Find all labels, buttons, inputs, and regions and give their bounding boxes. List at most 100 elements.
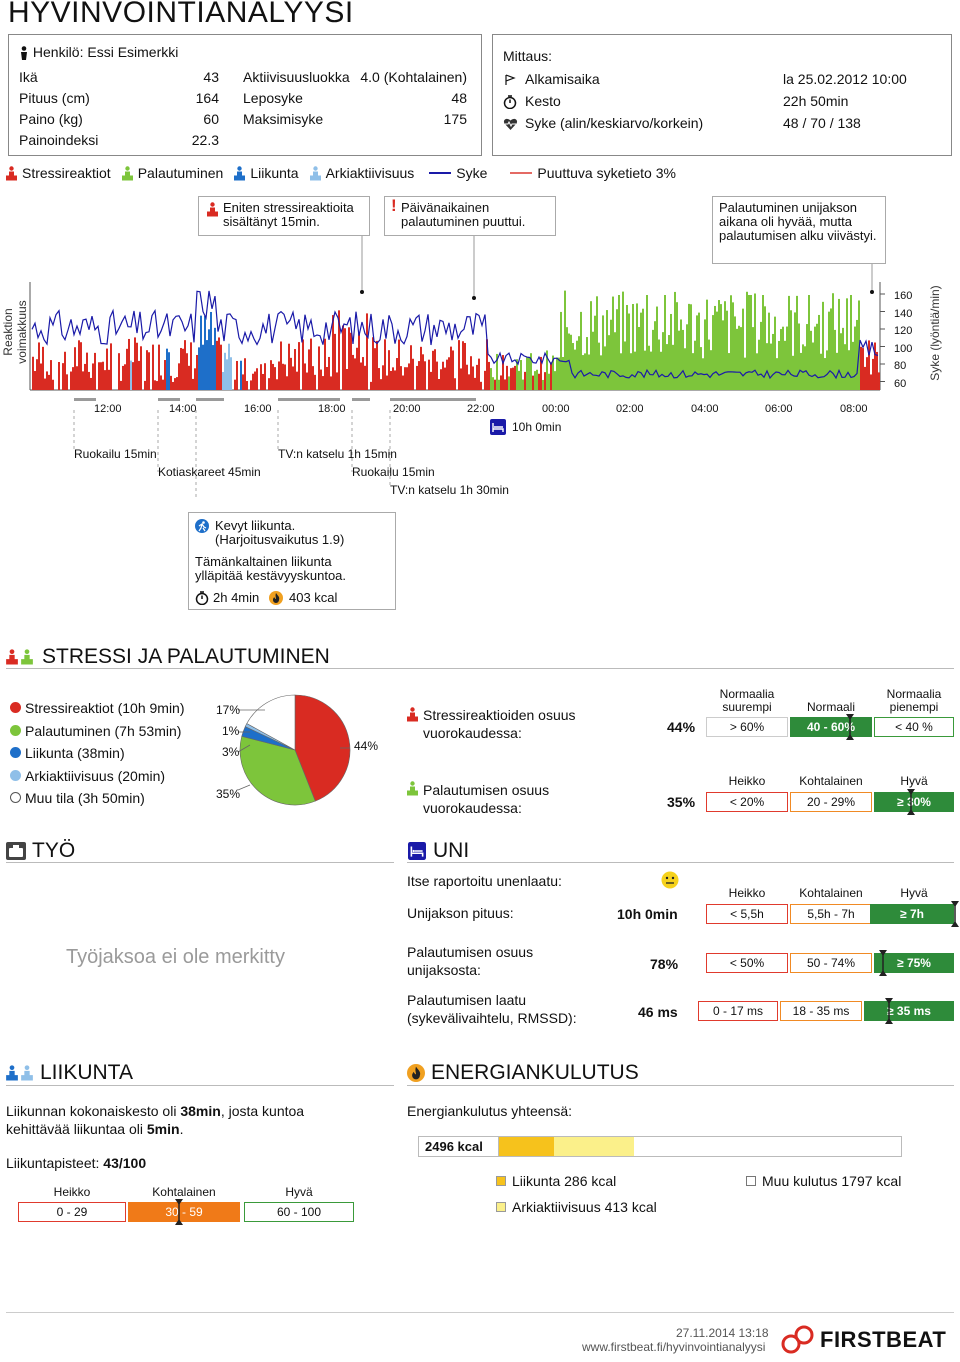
chart-bar <box>50 360 52 390</box>
chart-bar <box>660 351 662 390</box>
activity-detail-box: Kevyt liikunta. (Harjoitusvaikutus 1.9) … <box>188 512 396 610</box>
chart-bar <box>752 327 754 390</box>
chart-bar <box>608 335 610 390</box>
chart-bar <box>760 321 762 390</box>
scale-cell: < 5,5h <box>706 904 788 924</box>
chart-bar <box>558 357 560 390</box>
tick-label: 160 <box>894 290 913 302</box>
chart-bar <box>692 353 694 390</box>
chart-bar <box>498 379 500 390</box>
chart-bar <box>394 370 396 390</box>
chart-bar <box>260 364 262 390</box>
chart-bar <box>716 311 718 390</box>
chart-bar <box>638 327 640 390</box>
chart-bar <box>846 298 848 390</box>
value-marker-icon <box>885 998 893 1024</box>
chart-bar <box>796 295 798 390</box>
briefcase-icon <box>6 842 26 860</box>
exercise-figure-icon <box>6 1065 18 1081</box>
chart-bar <box>566 327 568 390</box>
chart-bar <box>512 367 514 390</box>
chart-bar <box>584 353 586 390</box>
chart-bar <box>830 308 832 390</box>
chart-bar <box>292 366 294 390</box>
pie-slice-stress <box>294 694 351 802</box>
chart-bar <box>160 375 162 390</box>
exercise-section-header: LIIKUNTA <box>6 1061 133 1085</box>
chart-bar <box>366 313 368 390</box>
chart-bar <box>406 367 408 390</box>
chart-bar <box>740 327 742 390</box>
event-bar <box>74 398 96 401</box>
chart-bar <box>794 312 796 390</box>
chart-bar <box>696 315 698 390</box>
stat-row: Paino (kg) 60 <box>19 111 219 127</box>
work-section-header: TYÖ <box>6 839 75 863</box>
chart-bar <box>564 290 566 390</box>
scale-cell: ≥ 7h <box>870 904 954 924</box>
stopwatch-icon <box>503 90 525 112</box>
chart-bar <box>808 295 810 390</box>
recovery-figure-icon <box>21 649 33 665</box>
chart-bar <box>384 339 386 390</box>
scale-cell: 0 - 29 <box>18 1202 126 1222</box>
x-tick: 04:00 <box>691 403 719 415</box>
chart-bar <box>774 316 776 390</box>
chart-bar <box>538 373 540 390</box>
energy-total-label: Energiankulutus yhteensä: <box>407 1103 572 1119</box>
chart-bar <box>338 310 340 390</box>
measurement-heading: Mittaus: <box>503 48 553 64</box>
chart-bar <box>432 350 434 390</box>
chart-bar <box>582 355 584 390</box>
chart-bar <box>872 358 874 390</box>
chart-bar <box>334 333 336 390</box>
chart-bar <box>226 359 228 390</box>
chart-bar <box>100 362 102 390</box>
chart-bar <box>278 361 280 390</box>
footer-url[interactable]: www.firstbeat.fi/hyvinvointianalyysi <box>582 1340 766 1354</box>
chart-bar <box>666 344 668 390</box>
stress-figure-icon <box>407 707 418 722</box>
chart-bar <box>182 348 184 390</box>
chart-bar <box>306 372 308 390</box>
chart-bar <box>326 366 328 390</box>
chart-bar <box>598 342 600 390</box>
chart-bar <box>834 329 836 390</box>
chart-bar <box>228 343 230 390</box>
chart-bar <box>188 365 190 390</box>
divider <box>6 1085 394 1086</box>
chart-bar <box>264 363 266 390</box>
running-icon <box>195 519 209 533</box>
scale-cell: 40 - 60% <box>790 717 872 737</box>
chart-bar <box>544 372 546 390</box>
chart-bar <box>402 375 404 390</box>
chart-bar <box>310 338 312 390</box>
chart-bar <box>816 323 818 390</box>
chart-bar <box>192 378 194 390</box>
chart-bar <box>832 293 834 390</box>
value-marker-icon <box>175 1199 183 1225</box>
chart-bar <box>636 303 638 390</box>
scale-cell: > 60% <box>706 717 788 737</box>
chart-bar <box>836 352 838 390</box>
firstbeat-logo: FIRSTBEAT <box>780 1322 946 1358</box>
chart-bar <box>320 369 322 390</box>
event-label: Ruokailu 15min <box>352 465 435 479</box>
recovery-share-value: 35% <box>667 794 696 810</box>
chart-bar <box>144 380 146 390</box>
chart-bar <box>506 365 508 390</box>
chart-bar <box>458 340 460 390</box>
event-label: TV:n katselu 1h 30min <box>390 483 509 497</box>
scale-cell: ≥ 30% <box>874 792 954 812</box>
heart-rate-line <box>31 290 879 380</box>
x-tick: 22:00 <box>467 403 495 415</box>
chart-bar <box>398 339 400 390</box>
divider <box>6 668 954 669</box>
chart-bar <box>178 363 180 390</box>
chart-bar <box>614 332 616 390</box>
warning-icon: ! <box>391 196 397 215</box>
chart-bar <box>828 311 830 390</box>
callout-sleep-recovery: Palautuminen unijakson aikana oli hyvää,… <box>712 196 886 264</box>
bed-icon <box>408 842 426 860</box>
chart-bar <box>146 350 148 390</box>
